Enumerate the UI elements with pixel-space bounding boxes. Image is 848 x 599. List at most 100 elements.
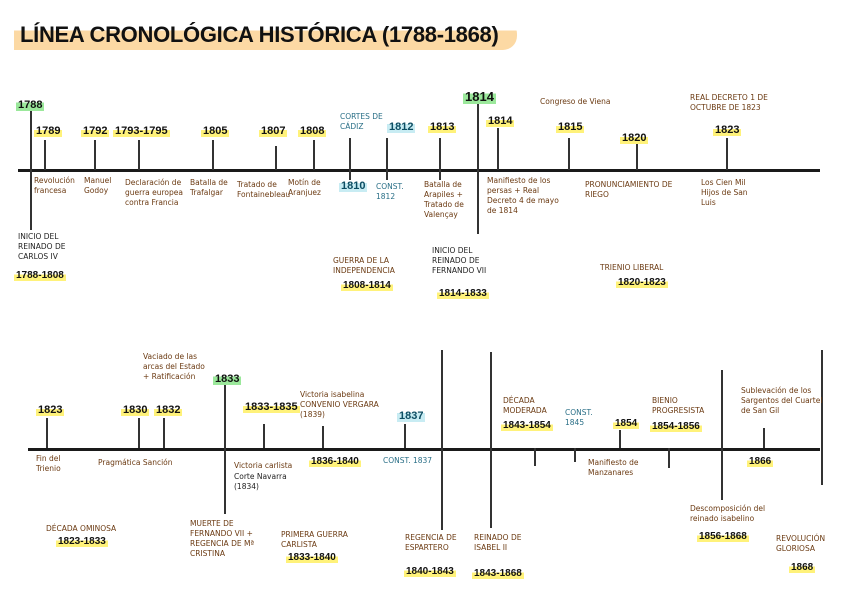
period-independencia-years: 1808-1814 [341,280,393,291]
event-trafalgar: Batalla de Trafalgar [190,178,228,197]
year-1807: 1807 [259,125,288,137]
divider-1843 [490,352,492,528]
timeline-axis-bottom [28,448,820,451]
event-pragmatica-sancion: Pragmática Sanción [98,458,173,467]
period-isabel-label: REINADO DE ISABEL II [474,533,522,552]
event-const-1837: CONST. 1837 [383,456,433,465]
period-espartero-label: REGENCIA DE ESPARTERO [405,533,457,552]
tick-1808 [313,140,315,170]
tick-1793 [138,140,140,170]
period-carlista-label: PRIMERA GUERRA CARLISTA [281,530,348,549]
period-fernando-label: INICIO DEL REINADO DE FERNANDO VII [432,246,487,275]
tick-1815 [568,138,570,170]
event-pronunciamiento-riego: PRONUNCIAMIENTO DE RIEGO [585,180,673,199]
tick-1854 [619,430,621,448]
tick-1807 [275,146,277,170]
year-1823-top: 1823 [713,124,742,136]
year-1810: 1810 [339,180,368,192]
tick-1823 [726,138,728,170]
period-descomposicion-years: 1856-1868 [697,531,749,542]
divider-1833 [224,384,226,514]
period-gloriosa-years: 1868 [789,562,816,573]
year-1837: 1837 [397,410,426,422]
event-victoria-carlista: Victoria carlista [234,461,293,470]
page-title: LÍNEA CRONOLÓGICA HISTÓRICA (1788-1868) [14,20,517,50]
event-cortes-cadiz: CORTES DE CÁDIZ [340,112,383,131]
period-ominosa-label: DÉCADA OMINOSA [46,524,117,533]
divider-1814 [477,102,479,234]
year-1833-1835: 1833-1835 [243,401,300,413]
period-ominosa-years: 1823-1833 [56,536,108,547]
event-fin-trienio: Fin del Trienio [36,454,61,473]
tick-1789 [44,140,46,170]
event-fontainebleau: Tratado de Fontainebleau [237,180,291,199]
event-manifiesto-persas: Manifiesto de los persas + Real Decreto … [487,176,559,215]
event-const-1812: CONST. 1812 [376,182,404,201]
year-1793-1795: 1793-1795 [113,125,170,137]
year-1805: 1805 [201,125,230,137]
year-1854-1856: 1854-1856 [650,421,702,432]
event-convenio-vergara: Victoria isabelina CONVENIO VERGARA (183… [300,390,379,419]
year-1813: 1813 [428,121,457,133]
event-corte-navarra: Corte Navarra (1834) [234,472,287,491]
tick-1832 [163,418,165,448]
year-1823-bottom: 1823 [36,404,65,416]
divider-1856 [721,370,723,500]
year-1820: 1820 [620,132,649,144]
period-trienio-years: 1820-1823 [616,277,668,288]
tick-1814 [497,128,499,170]
year-1789: 1789 [34,125,63,137]
event-declaracion-guerra: Declaración de guerra europea contra Fra… [125,178,183,207]
event-decada-moderada: DÉCADA MODERADA [503,396,547,415]
period-carlos-iv-years: 1788-1808 [14,270,66,281]
period-espartero-years: 1840-1843 [404,566,456,577]
tick-1839 [322,426,324,448]
year-1830: 1830 [121,404,150,416]
year-1812: 1812 [387,121,416,133]
tick-1813 [439,138,441,180]
tick-1820 [636,143,638,170]
event-congreso-viena: Congreso de Viena [540,97,611,106]
event-sublevacion-sargentos: Sublevación de los Sargentos del Cuartel… [741,386,823,415]
tick-1866 [763,428,765,448]
event-manifiesto-manzanares: Manifiesto de Manzanares [588,458,639,477]
event-cien-mil-hijos: Los Cien Mil Hijos de San Luis [701,178,748,207]
year-1815: 1815 [556,121,585,133]
year-1866: 1866 [747,456,774,467]
period-isabel-years: 1843-1868 [472,568,524,579]
divider-1868 [821,350,823,485]
tick-1805 [212,140,214,170]
period-carlos-iv-label: INICIO DEL REINADO DE CARLOS IV [18,232,66,261]
year-1814: 1814 [486,115,515,127]
event-revolucion-francesa: Revolución francesa [34,176,75,195]
tick-1845 [534,448,536,466]
tick-1792 [94,140,96,170]
year-1836-1840: 1836-1840 [309,456,361,467]
event-manuel-godoy: Manuel Godoy [84,176,112,195]
tick-1856 [668,448,670,468]
event-arapiles: Batalla de Arapiles + Tratado de Valença… [424,180,464,219]
period-carlista-years: 1833-1840 [286,552,338,563]
divider-1788 [30,110,32,230]
tick-1810 [349,138,351,180]
timeline-axis-top [18,169,820,172]
event-const-1845: CONST. 1845 [565,408,593,427]
period-muerte-fernando-label: MUERTE DE FERNANDO VII + REGENCIA DE Mª … [190,519,254,558]
period-fernando-years: 1814-1833 [437,288,489,299]
event-descomposicion: Descomposición del reinado isabelino [690,504,766,523]
year-1833: 1833 [213,373,242,385]
tick-1845b [574,448,576,462]
year-1788: 1788 [16,99,45,111]
tick-1830 [138,418,140,448]
event-vaciado-arcas: Vaciado de las arcas del Estado + Ratifi… [143,352,205,381]
year-1854: 1854 [613,418,640,429]
tick-1823-bottom [46,418,48,448]
year-1792: 1792 [81,125,110,137]
year-1832: 1832 [154,404,183,416]
tick-1837 [404,424,406,448]
year-1814-main: 1814 [463,89,496,104]
event-motin-aranjuez: Motín de Aranjuez [288,178,321,197]
tick-1835 [263,424,265,448]
event-real-decreto: REAL DECRETO 1 DE OCTUBRE DE 1823 [690,93,768,112]
year-1843-1854: 1843-1854 [501,420,553,431]
